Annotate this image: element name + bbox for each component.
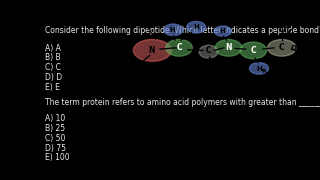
Ellipse shape [214,26,231,36]
Ellipse shape [215,39,242,56]
Text: A) 10: A) 10 [45,114,65,123]
Text: O: O [279,25,285,34]
Text: D) D: D) D [45,73,62,82]
Text: C) C: C) C [45,63,61,72]
Ellipse shape [166,39,192,56]
Text: D: D [288,10,306,34]
Ellipse shape [133,39,172,61]
Ellipse shape [199,45,218,58]
Ellipse shape [164,24,183,36]
Text: A: A [135,10,156,39]
Text: N: N [225,43,232,52]
Text: B: B [198,4,208,19]
Text: E: E [262,69,284,87]
Ellipse shape [268,39,296,56]
Text: The term protein refers to amino acid polymers with greater than ________amino a: The term protein refers to amino acid po… [45,98,320,107]
Ellipse shape [240,42,267,59]
Text: A) A: A) A [45,44,61,53]
Text: H: H [146,64,151,69]
Text: B) 25: B) 25 [45,124,65,133]
Ellipse shape [250,63,268,74]
Text: H: H [133,62,140,71]
Text: H: H [170,27,175,33]
Text: E) 100: E) 100 [45,153,69,162]
Ellipse shape [187,21,206,33]
Text: H: H [256,66,262,72]
Text: H: H [220,28,225,34]
Text: C: C [279,43,285,52]
Text: B) B: B) B [45,53,60,62]
Text: E) E: E) E [45,83,60,92]
Text: O: O [290,46,296,51]
Text: C: C [206,46,211,55]
Text: H: H [193,24,199,30]
Text: C: C [251,46,256,55]
Text: Consider the following dipeptide. Which letter indicates a peptide bond?: Consider the following dipeptide. Which … [45,26,320,35]
Text: H: H [299,49,305,55]
Text: C: C [208,72,215,91]
Text: N: N [148,46,155,55]
Text: D) 75: D) 75 [45,144,66,153]
Text: C: C [176,43,182,52]
Text: C) 50: C) 50 [45,134,65,143]
Text: O: O [205,65,212,74]
